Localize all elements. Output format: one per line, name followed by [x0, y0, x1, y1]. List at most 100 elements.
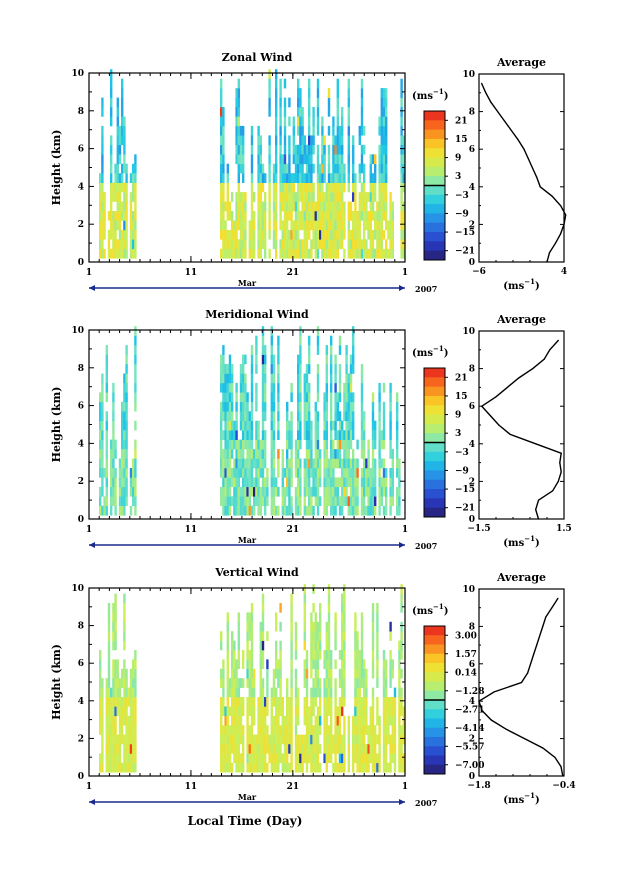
- heatmap-cell: [129, 697, 133, 707]
- heatmap-cell: [387, 248, 390, 259]
- colorbar-segment: [424, 690, 445, 701]
- heatmap-cell: [246, 449, 249, 459]
- profile-x-tick-label: −0.4: [552, 781, 575, 791]
- heatmap-cell: [220, 411, 223, 422]
- profile-point: [548, 252, 551, 254]
- heatmap-cell: [129, 744, 133, 754]
- heatmap-cell: [371, 668, 375, 679]
- heatmap-cell: [125, 715, 128, 726]
- heatmap-cell: [220, 439, 223, 450]
- heatmap-cell: [233, 753, 236, 764]
- heatmap-cell: [228, 430, 232, 440]
- heatmap-cell: [316, 744, 320, 754]
- heatmap-cell: [305, 762, 309, 773]
- colorbar-segment: [424, 644, 445, 655]
- heatmap-cell: [367, 220, 370, 231]
- heatmap-cell: [378, 144, 381, 155]
- heatmap-cell: [385, 505, 388, 516]
- heatmap-cell: [235, 401, 238, 412]
- heatmap-cell: [343, 668, 346, 679]
- heatmap-cell: [121, 173, 124, 183]
- heatmap-cell: [308, 201, 311, 212]
- heatmap-cell: [288, 458, 291, 469]
- heatmap-cell: [363, 239, 366, 250]
- heatmap-cell: [332, 192, 335, 202]
- heatmap-cell: [99, 248, 102, 259]
- heatmap-cell: [239, 364, 243, 374]
- heatmap-cell: [360, 659, 364, 670]
- heatmap-cell: [314, 734, 317, 745]
- heatmap-cell: [358, 744, 361, 754]
- heatmap-cell: [338, 163, 342, 174]
- heatmap-cell: [125, 449, 128, 459]
- heatmap-cell: [105, 411, 108, 422]
- heatmap-cell: [118, 154, 122, 165]
- heatmap-cell: [272, 687, 276, 698]
- heatmap-cell: [294, 486, 298, 497]
- heatmap-cell: [294, 744, 298, 754]
- heatmap-cell: [341, 697, 344, 707]
- colorbar-label: −15: [455, 485, 475, 495]
- heatmap-cell: [374, 505, 377, 516]
- heatmap-cell: [121, 411, 124, 422]
- heatmap-cell: [356, 715, 359, 726]
- heatmap-cell: [396, 486, 399, 497]
- heatmap-cell: [292, 239, 295, 250]
- heatmap-cell: [385, 468, 388, 478]
- heatmap-cell: [389, 201, 392, 212]
- heatmap-cell: [354, 486, 357, 497]
- heatmap-cell: [127, 762, 130, 773]
- heatmap-cell: [297, 354, 300, 365]
- heatmap-cell: [286, 439, 289, 450]
- heatmap-cell: [127, 697, 130, 707]
- heatmap-cell: [382, 697, 386, 707]
- heatmap-cell: [248, 706, 251, 717]
- heatmap-cell: [360, 706, 364, 717]
- heatmap-cell: [125, 229, 128, 240]
- heatmap-cell: [308, 182, 311, 193]
- heatmap-cell: [268, 248, 271, 259]
- heatmap-cell: [134, 687, 137, 698]
- colorbar-segment: [424, 433, 445, 443]
- heatmap-cell: [244, 239, 247, 250]
- heatmap-cell: [314, 486, 317, 497]
- profile-point: [481, 405, 483, 407]
- heatmap-cell: [121, 449, 124, 459]
- heatmap-cell: [261, 593, 265, 604]
- heatmap-cell: [246, 697, 249, 707]
- heatmap-cell: [114, 697, 117, 707]
- heatmap-cell: [305, 220, 309, 231]
- heatmap-cell: [400, 116, 403, 127]
- heatmap-cell: [334, 706, 337, 717]
- heatmap-cell: [327, 631, 331, 641]
- heatmap-cell: [385, 135, 388, 146]
- profile-point: [530, 663, 532, 665]
- heatmap-cell: [264, 354, 267, 365]
- heatmap-cell: [220, 430, 223, 440]
- heatmap-cell: [283, 116, 287, 127]
- heatmap-cell: [316, 88, 320, 98]
- heatmap-cell: [114, 706, 117, 717]
- colorbar-label: −21: [455, 247, 475, 257]
- heatmap-cell: [220, 163, 223, 174]
- heatmap-cell: [303, 584, 306, 594]
- heatmap-cell: [389, 220, 392, 231]
- heatmap-cell: [222, 107, 225, 117]
- heatmap-cell: [279, 248, 282, 259]
- heatmap-cell: [334, 631, 337, 641]
- heatmap-cell: [316, 144, 320, 155]
- heatmap-cell: [327, 144, 331, 155]
- heatmap-cell: [352, 449, 355, 459]
- heatmap-cell: [132, 496, 135, 506]
- heatmap-cell: [272, 734, 276, 745]
- heatmap-cell: [257, 468, 260, 478]
- heatmap-cell: [272, 173, 276, 183]
- heatmap-cell: [378, 486, 381, 497]
- y-tick-label: 4: [78, 697, 84, 707]
- heatmap-cell: [101, 392, 104, 403]
- profile-point: [527, 672, 529, 674]
- heatmap-cell: [352, 144, 355, 155]
- heatmap-cell: [325, 449, 328, 459]
- profile-unit: (ms−1): [503, 277, 539, 292]
- heatmap-cell: [347, 182, 350, 193]
